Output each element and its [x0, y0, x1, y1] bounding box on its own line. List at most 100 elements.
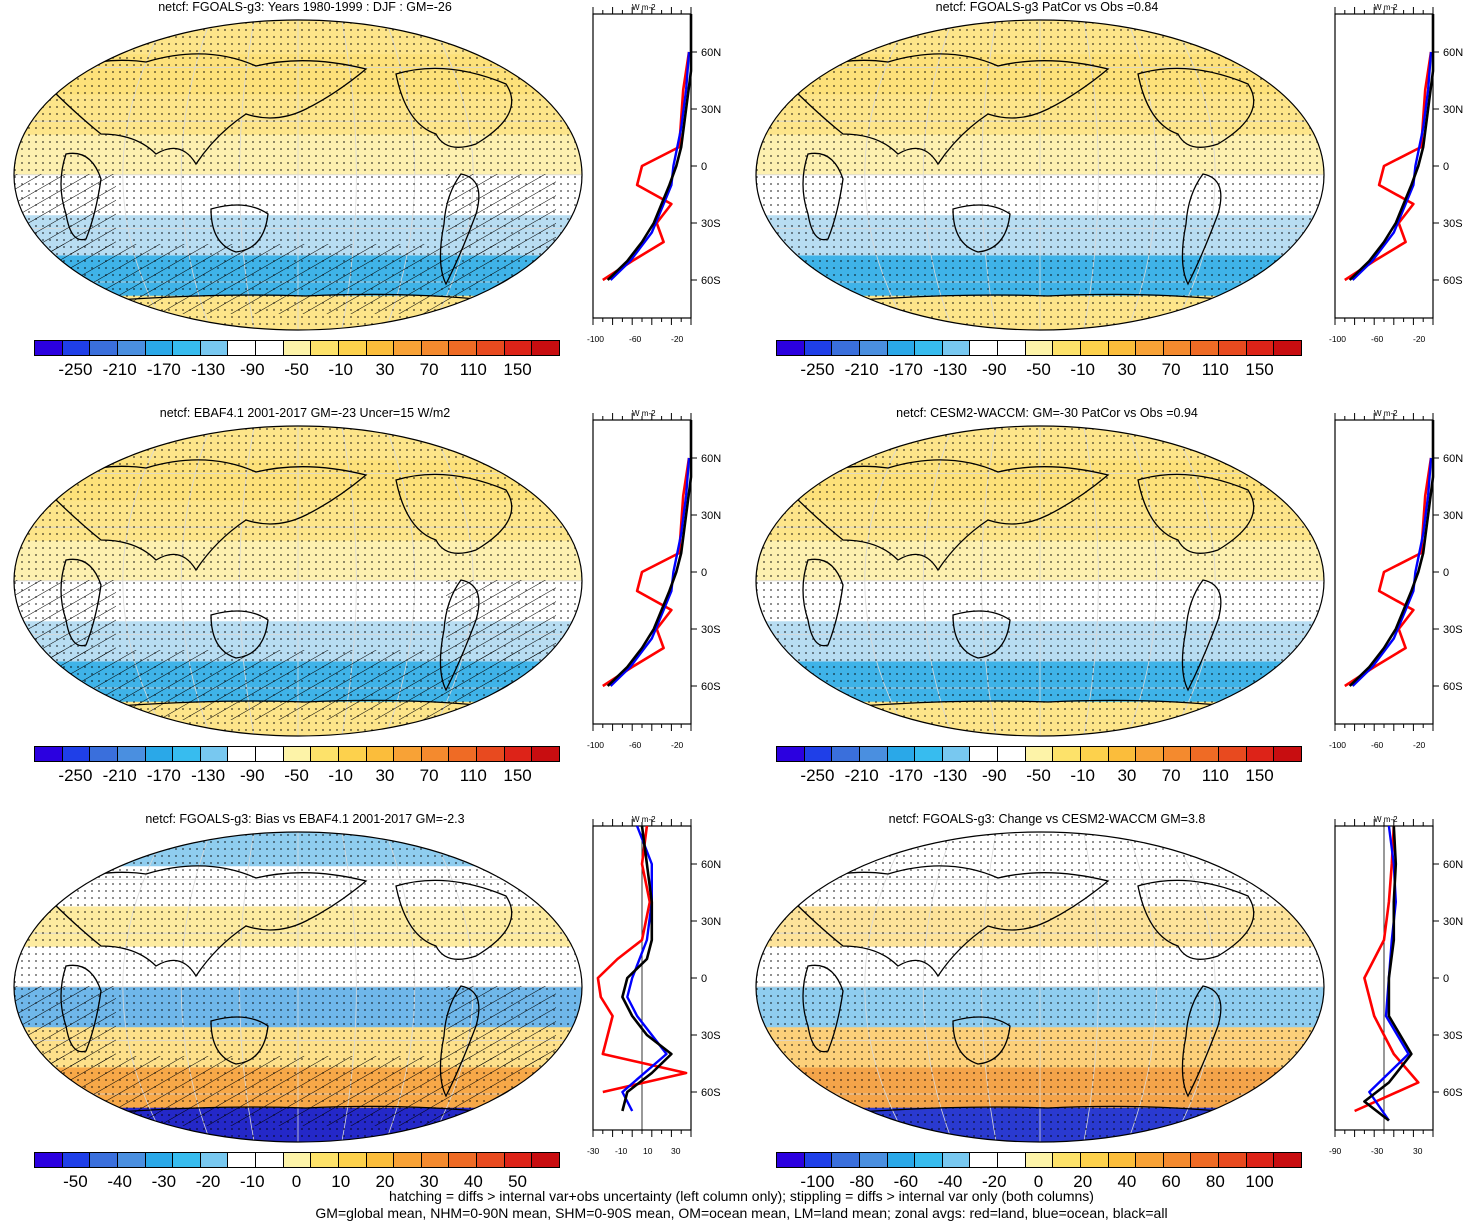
zonal-unit-label: W m-2: [1374, 3, 1398, 12]
zonal-lat-tick-label: 0: [1443, 567, 1449, 579]
zonal-lat-tick-label: 30N: [1443, 104, 1463, 116]
colorbar-swatch: [831, 1152, 860, 1168]
colorbar-swatch: [448, 340, 478, 356]
zonal-mean-plot: W m-2 60N 30N 0 30S 60S -100 -60 -20: [587, 409, 721, 750]
colorbar-tick-label: -60: [893, 1172, 919, 1191]
colorbar-swatch: [1052, 340, 1081, 356]
colorbar-swatch: [172, 340, 201, 356]
colorbar-swatch: [1218, 1152, 1247, 1168]
colorbar-swatch: [89, 746, 118, 762]
colorbar-tick-label: -170: [146, 360, 181, 379]
zonal-curve-ocean: [621, 825, 668, 1112]
colorbar-swatch: [199, 340, 229, 356]
colorbar-swatch: [969, 746, 999, 762]
colorbar-swatch: [227, 1152, 257, 1168]
zonal-lat-tick-label: 0: [701, 973, 707, 985]
colorbar-tick-label: 40: [463, 1172, 483, 1191]
colorbar-swatch: [476, 746, 505, 762]
colorbar-swatch: [476, 1152, 505, 1168]
colorbar-swatch: [1135, 1152, 1164, 1168]
colorbar-swatch: [1052, 1152, 1081, 1168]
zonal-lat-tick-label: 30N: [1443, 510, 1463, 522]
colorbar-tick-label: -130: [191, 360, 226, 379]
zonal-value-tick-label: -100: [1329, 740, 1346, 750]
colorbar-swatch: [997, 746, 1026, 762]
zonal-lat-tick-label: 60S: [701, 1087, 721, 1099]
colorbar-tick-label: -20: [195, 1172, 221, 1191]
colorbar-tick-label: -50: [63, 1172, 88, 1191]
colorbar-swatch: [503, 340, 533, 356]
zonal-lat-tick-label: 60S: [701, 681, 721, 693]
colorbar-tick-label: 100: [1245, 1172, 1274, 1191]
colorbar-swatch: [969, 340, 999, 356]
colorbar-tick-label: -90: [981, 766, 1007, 785]
colorbar-swatch: [365, 340, 395, 356]
zonal-curve-ocean: [609, 457, 691, 687]
colorbar-swatch: [1024, 340, 1054, 356]
colorbar-swatch: [831, 340, 860, 356]
colorbar-swatch: [255, 1152, 284, 1168]
colorbar-swatch: [914, 746, 943, 762]
colorbar-tick-label: 30: [375, 360, 395, 379]
colorbar-swatch: [1024, 1152, 1054, 1168]
colorbar-swatch: [172, 1152, 201, 1168]
zonal-lat-tick-label: 30S: [701, 624, 721, 636]
colorbar-swatch: [89, 340, 118, 356]
colorbar-swatch: [858, 1152, 888, 1168]
colorbar-swatch: [255, 340, 284, 356]
colorbar-tick-label: 50: [508, 1172, 528, 1191]
colorbar: -250 -210 -170 -130 -90 -50 -10 30 70 110 150: [34, 340, 560, 380]
colorbar-tick-label: -40: [937, 1172, 963, 1191]
colorbar-swatch: [61, 340, 91, 356]
colorbar-tick-label: 110: [1201, 766, 1229, 785]
colorbar-tick-label: -210: [844, 360, 879, 379]
panel-title: netcf: FGOALS-g3: Change vs CESM2-WACCM …: [888, 812, 1206, 826]
colorbar-swatch: [61, 746, 91, 762]
colorbar-swatch: [1273, 1152, 1302, 1168]
zonal-lat-tick-label: 60S: [701, 275, 721, 287]
panel-title: netcf: FGOALS-g3: Bias vs EBAF4.1 2001-2…: [145, 812, 465, 826]
zonal-value-tick-label: 30: [671, 1146, 681, 1156]
colorbar: -50 -40 -30 -20 -10 0 10 20 30 40 50: [34, 1152, 560, 1192]
colorbar-swatch: [914, 1152, 943, 1168]
zonal-unit-label: W m-2: [1374, 409, 1398, 418]
colorbar-tick-label: -130: [933, 360, 968, 379]
zonal-lat-tick-label: 60N: [1443, 47, 1463, 59]
zonal-lat-tick-label: 60N: [1443, 859, 1463, 871]
colorbar-swatch: [1135, 340, 1164, 356]
zonal-lat-tick-label: 60N: [1443, 453, 1463, 465]
panel-bias: netcf: FGOALS-g3: Bias vs EBAF4.1 2001-2…: [0, 812, 741, 1217]
colorbar-swatch: [941, 746, 971, 762]
colorbar-tick-label: 40: [1117, 1172, 1137, 1191]
colorbar-tick-label: -50: [1026, 766, 1051, 785]
colorbar-swatch: [1190, 1152, 1220, 1168]
colorbar-tick-label: 70: [1161, 766, 1181, 785]
colorbar-tick-label: -170: [888, 766, 923, 785]
colorbar-swatch: [858, 340, 888, 356]
zonal-curve-land: [602, 51, 691, 282]
colorbar: -250 -210 -170 -130 -90 -50 -10 30 70 110 150: [776, 746, 1302, 786]
zonal-mean-plot: W m-2 60N 30N 0 30S 60S -100 -60 -20: [587, 3, 721, 344]
colorbar-swatch: [1024, 746, 1054, 762]
colorbar-swatch: [310, 340, 339, 356]
zonal-curve-all: [621, 825, 673, 1112]
zonal-lat-tick-label: 30S: [701, 1030, 721, 1042]
colorbar-tick-label: -210: [844, 766, 879, 785]
colorbar-swatch: [1107, 746, 1137, 762]
zonal-lat-tick-label: 0: [701, 161, 707, 173]
colorbar-swatch: [476, 340, 505, 356]
colorbar-swatch: [393, 746, 422, 762]
colorbar-swatch: [116, 1152, 146, 1168]
colorbar-tick-label: 30: [1117, 360, 1137, 379]
zonal-curve-land: [1354, 825, 1420, 1113]
zonal-value-tick-label: -60: [1371, 740, 1384, 750]
robinson-map: [755, 19, 1325, 331]
colorbar-tick-label: -10: [328, 766, 353, 785]
colorbar-tick-label: -210: [102, 360, 137, 379]
colorbar-swatch: [365, 1152, 395, 1168]
colorbar-swatch: [1245, 746, 1275, 762]
colorbar-tick-label: -40: [107, 1172, 132, 1191]
footer-line-2: GM=global mean, NHM=0-90N mean, SHM=0-90…: [315, 1205, 1168, 1221]
colorbar-swatch: [886, 746, 916, 762]
colorbar-swatch: [1190, 746, 1220, 762]
